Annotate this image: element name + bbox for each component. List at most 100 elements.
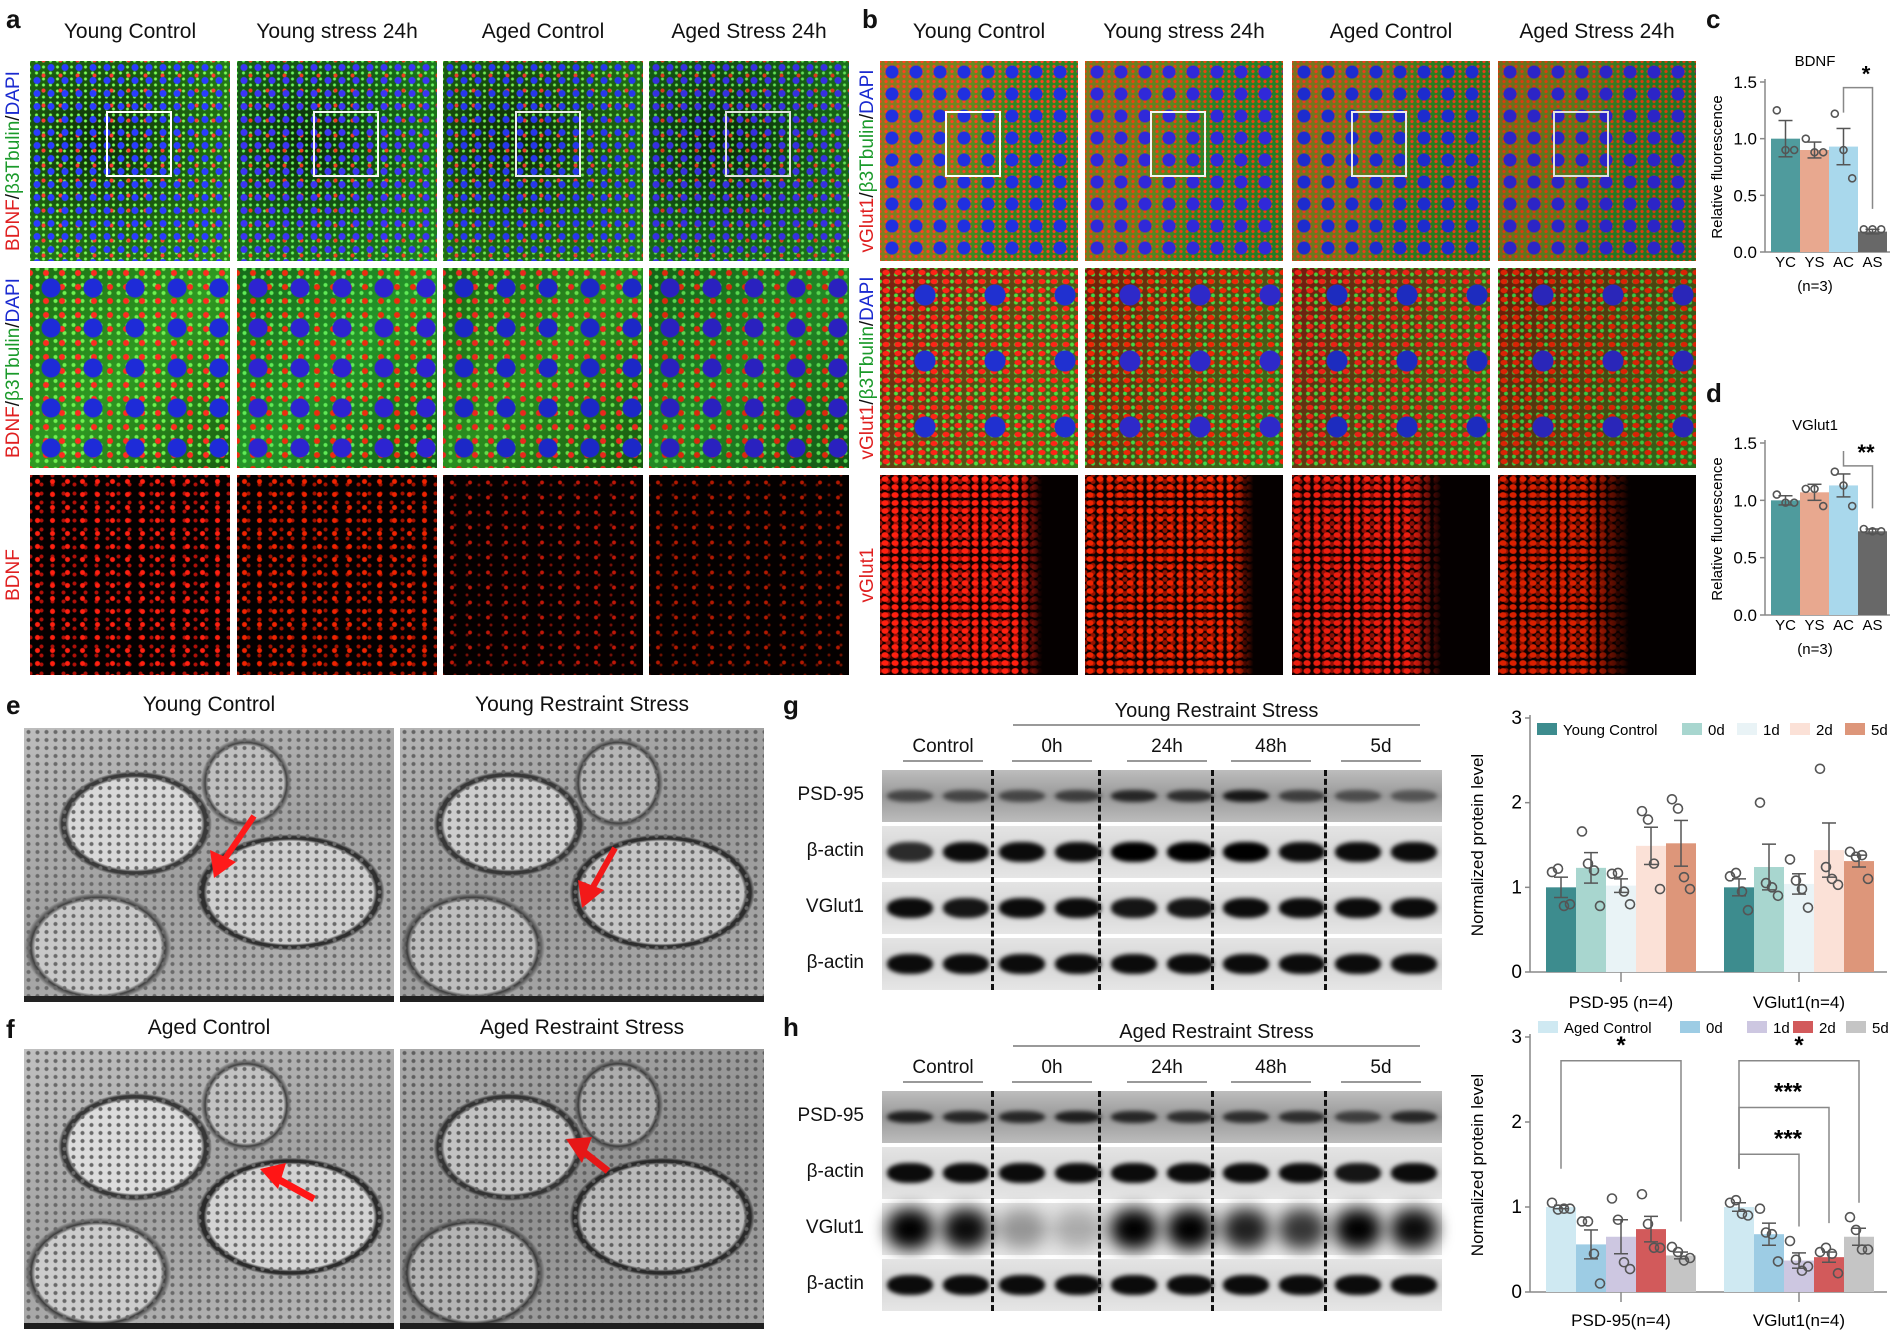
lane-separator — [1324, 770, 1327, 990]
data-point — [1772, 1256, 1784, 1267]
protein-band — [943, 954, 989, 974]
data-point — [1730, 1194, 1742, 1206]
bar — [1606, 885, 1636, 972]
lane-separator — [991, 770, 994, 990]
legend-swatch — [1793, 1021, 1813, 1033]
significance-bracket — [1842, 451, 1874, 509]
data-point — [1844, 846, 1856, 858]
microscopy-image — [237, 61, 437, 261]
category-label: AS — [1862, 254, 1882, 271]
data-point — [1736, 1208, 1748, 1220]
data-point — [1546, 866, 1558, 878]
legend-label: 5d — [1872, 1020, 1889, 1037]
data-point — [1814, 763, 1826, 775]
microscopy-image — [649, 475, 849, 675]
category-label: AS — [1862, 617, 1882, 634]
protein-band — [1391, 1209, 1437, 1249]
legend-label: 2d — [1816, 722, 1833, 739]
y-tick-label: 0 — [1511, 1282, 1522, 1303]
blot-row-label: VGlut1 — [805, 896, 864, 917]
protein-band — [999, 898, 1045, 918]
protein-band — [1111, 790, 1157, 802]
dark-region — [1233, 475, 1283, 675]
blot-row-label: β-actin — [806, 1273, 864, 1294]
data-point — [1847, 174, 1857, 183]
red-arrow-icon — [566, 1137, 611, 1174]
em-title-aged-stress: Aged Restraint Stress — [479, 1016, 685, 1039]
data-point — [1862, 1244, 1874, 1255]
red-arrow-icon — [260, 1163, 316, 1203]
protein-band — [1223, 1275, 1269, 1295]
data-point — [1742, 904, 1754, 916]
protein-band — [1223, 898, 1269, 918]
group-underline — [1012, 1081, 1092, 1083]
data-point — [1772, 490, 1782, 499]
protein-band — [1391, 790, 1437, 802]
time-group-label: 0h — [1041, 736, 1063, 757]
legend-swatch — [1680, 1021, 1700, 1033]
lane-separator — [991, 1091, 994, 1311]
time-group-label: Control — [912, 1057, 974, 1078]
data-point — [1654, 1242, 1666, 1254]
bar — [1800, 150, 1829, 252]
data-point — [1781, 145, 1790, 155]
data-point — [1736, 886, 1748, 897]
em-title-young-stress: Young Restraint Stress — [474, 693, 689, 716]
panel-g-label: g — [783, 690, 799, 720]
bar — [1800, 492, 1829, 615]
blot-row-label: β-actin — [806, 952, 864, 973]
data-point — [1588, 865, 1600, 876]
data-point — [1789, 145, 1799, 155]
protein-band — [999, 790, 1045, 802]
data-point — [1730, 867, 1742, 879]
bar — [1546, 1207, 1576, 1292]
data-point — [1636, 805, 1648, 817]
protein-band — [1111, 1163, 1157, 1183]
microscopy-image — [1498, 475, 1696, 675]
y-tick-label: 0.5 — [1733, 186, 1757, 205]
em-title-aged-control: Aged Control — [147, 1016, 271, 1039]
legend-label: 0d — [1706, 1020, 1723, 1037]
lane-separator — [1324, 1091, 1327, 1311]
panel-h-label: h — [783, 1012, 799, 1042]
protein-band — [1223, 790, 1269, 802]
protein-band — [943, 842, 989, 862]
time-group-label: 24h — [1151, 1057, 1183, 1078]
protein-band — [1279, 898, 1325, 918]
data-point — [1594, 900, 1606, 912]
protein-band — [887, 1163, 933, 1183]
protein-band — [1223, 1111, 1269, 1123]
microscopy-image — [1085, 61, 1283, 261]
em-image-young-stress — [400, 728, 764, 1002]
data-point — [1754, 1203, 1766, 1214]
legend-label: 1d — [1773, 1020, 1790, 1037]
data-point — [1624, 1263, 1636, 1275]
y-tick-label: 1 — [1511, 877, 1522, 898]
data-point — [1781, 498, 1790, 507]
column-header: Young stress 24h — [1103, 20, 1265, 43]
column-header: Aged Stress 24h — [671, 20, 827, 43]
dark-region — [1018, 475, 1078, 675]
legend-label: Aged Control — [1564, 1020, 1652, 1037]
y-tick-label: 2 — [1511, 793, 1522, 814]
data-point — [1666, 1241, 1678, 1253]
microscopy-image — [30, 61, 230, 261]
protein-band — [1335, 1163, 1381, 1183]
data-point — [1606, 868, 1618, 880]
lane-separator — [1098, 1091, 1101, 1311]
blot-strip — [882, 1259, 1442, 1311]
protein-band — [1055, 1163, 1101, 1183]
data-point — [1868, 526, 1877, 536]
microscopy-image — [30, 268, 230, 468]
data-point — [1876, 526, 1886, 536]
protein-band — [1167, 898, 1213, 918]
blot-strip — [882, 882, 1442, 934]
column-header: Aged Stress 24h — [1519, 20, 1675, 43]
protein-band — [887, 954, 933, 974]
microscopy-image — [1085, 475, 1283, 675]
protein-band — [1335, 1111, 1381, 1123]
data-point — [1564, 1203, 1576, 1214]
protein-band — [1279, 1163, 1325, 1183]
data-point — [1810, 147, 1819, 157]
category-label: YC — [1775, 254, 1796, 271]
